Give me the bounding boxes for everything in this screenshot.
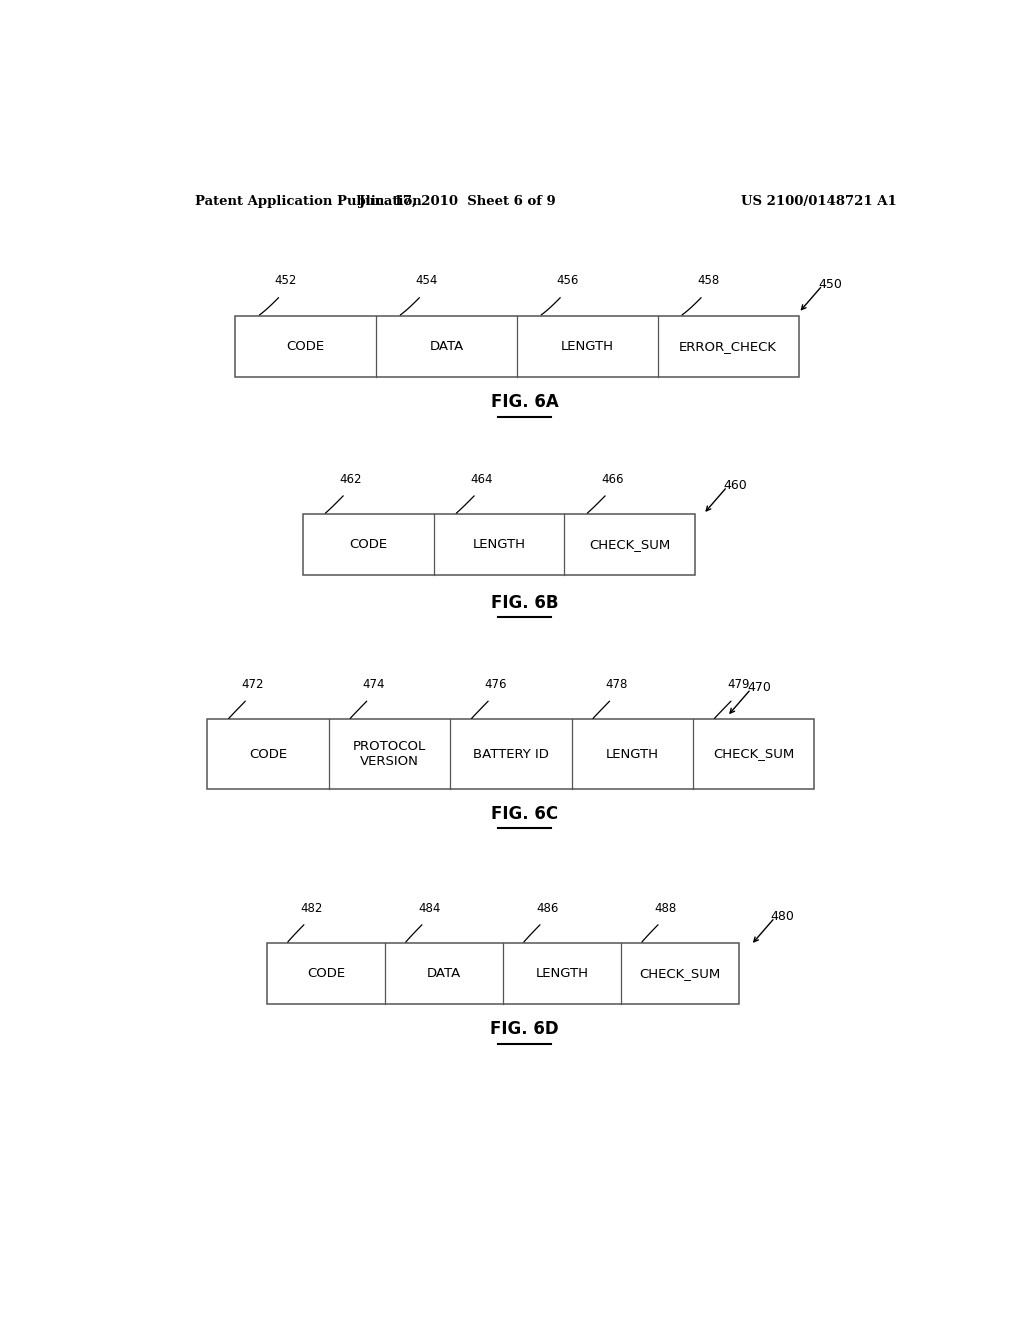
Text: CODE: CODE (349, 539, 387, 552)
Text: FIG. 6B: FIG. 6B (492, 594, 558, 611)
Text: 482: 482 (300, 902, 323, 915)
Text: 466: 466 (601, 473, 624, 486)
Text: CHECK_SUM: CHECK_SUM (590, 539, 671, 552)
Text: 488: 488 (654, 902, 676, 915)
Text: 470: 470 (748, 681, 771, 694)
Text: DATA: DATA (429, 341, 464, 352)
Text: CHECK_SUM: CHECK_SUM (639, 968, 721, 979)
Text: 456: 456 (556, 275, 579, 288)
Text: BATTERY ID: BATTERY ID (473, 747, 549, 760)
Text: DATA: DATA (427, 968, 461, 979)
Text: 472: 472 (242, 678, 264, 690)
Text: LENGTH: LENGTH (472, 539, 525, 552)
Text: CODE: CODE (287, 341, 325, 352)
Text: US 2100/0148721 A1: US 2100/0148721 A1 (740, 194, 896, 207)
Text: CHECK_SUM: CHECK_SUM (713, 747, 795, 760)
Text: FIG. 6C: FIG. 6C (492, 805, 558, 822)
Text: FIG. 6D: FIG. 6D (490, 1020, 559, 1039)
Text: LENGTH: LENGTH (536, 968, 589, 979)
Text: Patent Application Publication: Patent Application Publication (196, 194, 422, 207)
Text: 450: 450 (818, 277, 843, 290)
Text: 474: 474 (362, 678, 385, 690)
Text: 458: 458 (697, 275, 720, 288)
Text: FIG. 6A: FIG. 6A (490, 393, 559, 412)
Text: ERROR_CHECK: ERROR_CHECK (679, 341, 777, 352)
Text: 460: 460 (723, 479, 746, 492)
Text: PROTOCOL
VERSION: PROTOCOL VERSION (353, 741, 426, 768)
Text: 462: 462 (339, 473, 361, 486)
Text: 452: 452 (274, 275, 297, 288)
Text: LENGTH: LENGTH (561, 341, 613, 352)
Text: 484: 484 (418, 902, 440, 915)
Text: Jun. 17, 2010  Sheet 6 of 9: Jun. 17, 2010 Sheet 6 of 9 (359, 194, 556, 207)
Text: 464: 464 (470, 473, 493, 486)
Text: 476: 476 (484, 678, 507, 690)
Text: 454: 454 (416, 275, 438, 288)
Bar (303, 513, 695, 576)
Bar (267, 942, 739, 1005)
Bar (236, 315, 799, 378)
Text: 478: 478 (605, 678, 628, 690)
Text: CODE: CODE (307, 968, 345, 979)
Text: 486: 486 (536, 902, 558, 915)
Bar (207, 719, 814, 788)
Text: CODE: CODE (249, 747, 287, 760)
Text: 480: 480 (771, 909, 795, 923)
Text: LENGTH: LENGTH (606, 747, 658, 760)
Text: 479: 479 (727, 678, 750, 690)
